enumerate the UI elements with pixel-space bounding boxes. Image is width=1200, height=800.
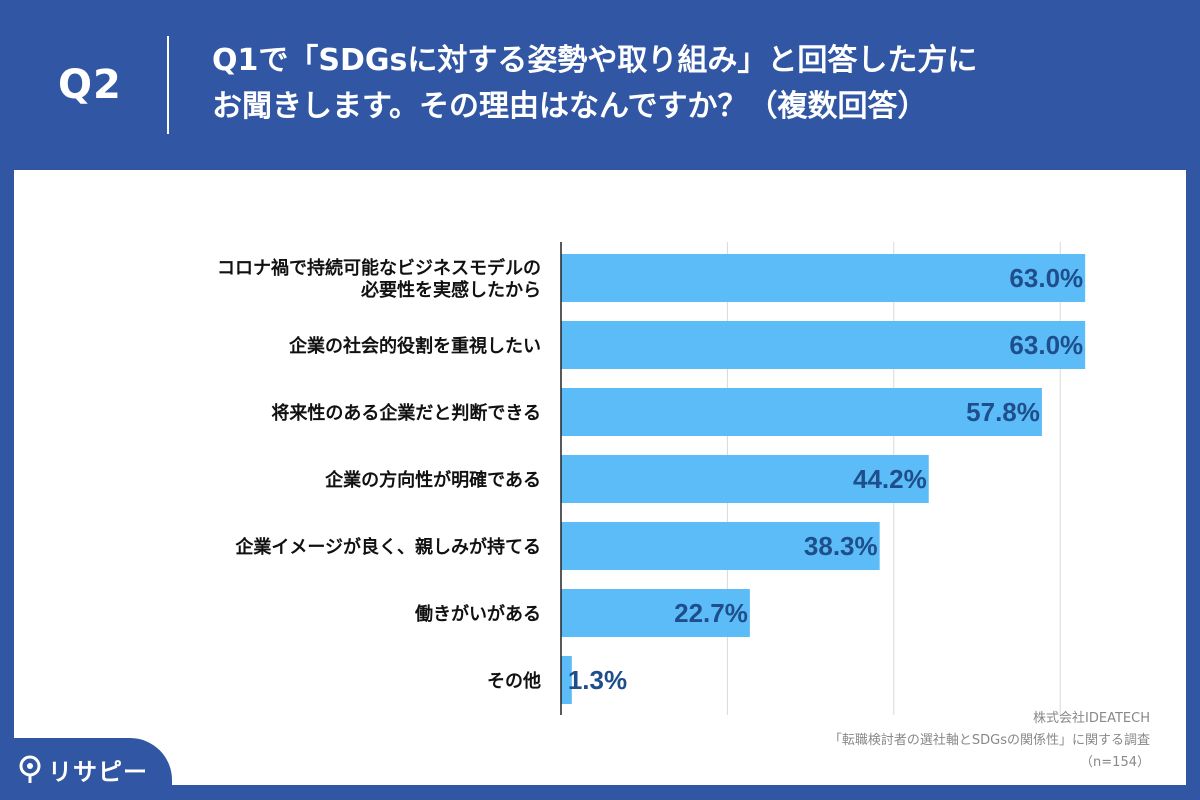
- survey-credits: 株式会社IDEATECH 「転職検討者の選社軸とSDGsの関係性」に関する調査 …: [829, 708, 1150, 774]
- category-label: その他: [487, 670, 541, 692]
- bar-value-label: 63.0%: [1009, 263, 1083, 293]
- category-label: 将来性のある企業だと判断できる: [271, 402, 541, 424]
- credit-company: 株式会社IDEATECH: [1033, 711, 1150, 726]
- category-label: 企業イメージが良く、親しみが持てる: [234, 536, 541, 558]
- bar: [561, 656, 572, 704]
- logo-text: リサピー: [48, 758, 148, 786]
- category-label: 企業の社会的役割を重視したい: [288, 335, 541, 357]
- bar: [561, 254, 1086, 302]
- question-line-2: お聞きします。その理由はなんですか？（複数回答）: [212, 89, 928, 124]
- category-label: 働きがいがある: [414, 603, 541, 625]
- bar-value-label: 63.0%: [1009, 330, 1083, 360]
- bar: [561, 455, 929, 503]
- bar-value-label: 44.2%: [853, 464, 927, 494]
- location-pin-icon: [19, 755, 41, 783]
- credit-sample: （n=154）: [1080, 755, 1150, 770]
- bar: [561, 388, 1042, 436]
- brand-logo: リサピー: [0, 738, 172, 800]
- question-text: Q1で「SDGsに対する姿勢や取り組み」と回答した方に お聞きします。その理由は…: [212, 38, 1172, 130]
- question-line-1: Q1で「SDGsに対する姿勢や取り組み」と回答した方に: [212, 43, 978, 78]
- bar-value-label: 22.7%: [674, 598, 748, 628]
- question-number: Q2: [58, 62, 122, 108]
- bar-value-label: 57.8%: [966, 397, 1040, 427]
- category-label: 企業の方向性が明確である: [324, 469, 541, 491]
- chart-card: 63.0% コロナ禍で持続可能なビジネスモデルの 必要性を実感したから 63.0% 企業…: [14, 170, 1186, 785]
- header-divider: [167, 36, 169, 134]
- bar: [561, 589, 750, 637]
- credit-survey: 「転職検討者の選社軸とSDGsの関係性」に関する調査: [828, 733, 1150, 748]
- bar-value-label: 38.3%: [804, 531, 878, 561]
- bar-value-label: 1.3%: [568, 665, 627, 695]
- category-label: コロナ禍で持続可能なビジネスモデルの: [217, 257, 541, 279]
- question-header: Q2 Q1で「SDGsに対する姿勢や取り組み」と回答した方に お聞きします。その…: [0, 0, 1200, 170]
- category-label: 必要性を実感したから: [360, 279, 541, 301]
- bar: [561, 522, 880, 570]
- bar: [561, 321, 1086, 369]
